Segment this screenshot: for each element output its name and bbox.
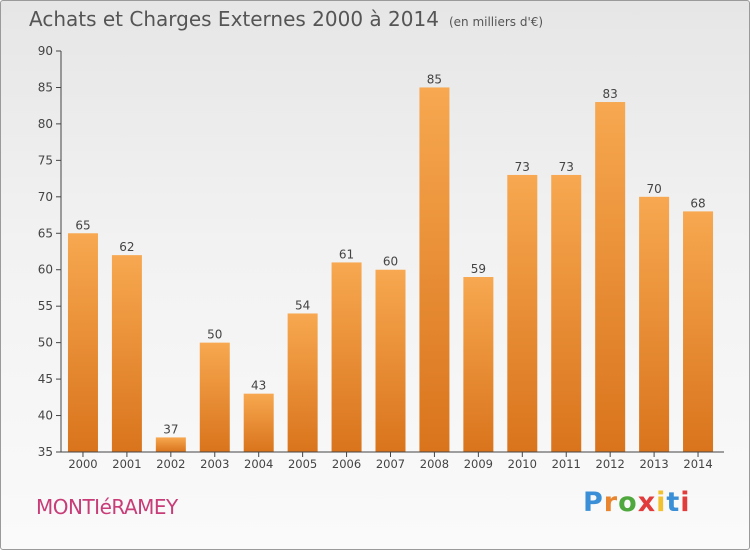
- bar: [507, 174, 538, 453]
- x-tick-label: 2008: [420, 457, 449, 471]
- bar: [419, 87, 450, 453]
- y-tick-label: 45: [38, 372, 53, 386]
- bar: [331, 262, 362, 452]
- bar: [463, 277, 494, 452]
- data-label: 37: [163, 422, 178, 436]
- y-tick-label: 50: [38, 336, 53, 350]
- bar: [287, 313, 318, 452]
- data-label: 62: [119, 240, 134, 254]
- y-tick-label: 70: [38, 190, 53, 204]
- chart-title-text: Achats et Charges Externes 2000 à 2014: [29, 7, 439, 31]
- data-label: 54: [295, 298, 310, 312]
- x-tick-label: 2000: [68, 457, 97, 471]
- x-tick-label: 2012: [596, 457, 625, 471]
- y-tick-label: 60: [38, 263, 53, 277]
- x-tick-label: 2001: [112, 457, 141, 471]
- logo-letter: i: [680, 487, 691, 518]
- logo-letter: o: [618, 487, 638, 518]
- bar: [551, 174, 582, 453]
- bar: [199, 342, 230, 452]
- data-label: 73: [559, 160, 574, 174]
- bar: [155, 437, 186, 452]
- bar: [243, 393, 274, 452]
- x-tick-label: 2004: [244, 457, 273, 471]
- x-tick-label: 2003: [200, 457, 229, 471]
- data-label: 43: [251, 379, 266, 393]
- x-tick-label: 2002: [156, 457, 185, 471]
- data-label: 70: [646, 182, 661, 196]
- data-label: 60: [383, 255, 398, 269]
- town-name: MONTIéRAMEY: [36, 495, 178, 519]
- bar: [683, 211, 714, 452]
- x-axis: 2000 2001 2002 2003 2004 2005 2006 2007 2008 2009…: [61, 451, 724, 471]
- data-label: 85: [427, 72, 442, 86]
- x-tick-label: 2007: [376, 457, 405, 471]
- logo-letter: i: [656, 487, 667, 518]
- data-label: 83: [603, 87, 618, 101]
- logo-letter: r: [603, 487, 619, 518]
- logo-letter: x: [637, 487, 657, 518]
- y-tick-label: 35: [38, 445, 53, 459]
- bar: [375, 269, 406, 452]
- x-tick-label: 2005: [288, 457, 317, 471]
- x-tick-label: 2013: [639, 457, 668, 471]
- logo-letter: t: [666, 487, 681, 518]
- y-tick-label: 85: [38, 80, 53, 94]
- data-label: 59: [471, 262, 486, 276]
- x-tick-label: 2009: [464, 457, 493, 471]
- bar: [67, 233, 98, 452]
- data-label: 65: [75, 218, 90, 232]
- x-tick-label: 2010: [508, 457, 537, 471]
- logo-letter: P: [583, 487, 604, 518]
- y-tick-label: 80: [38, 117, 53, 131]
- chart-title: Achats et Charges Externes 2000 à 2014 (e…: [29, 7, 543, 31]
- proxiti-logo[interactable]: Proxiti: [583, 487, 691, 518]
- y-axis: 35 40 45 50 55 60 65 70 75 80 85 90: [38, 44, 62, 459]
- data-label: 50: [207, 328, 222, 342]
- x-tick-label: 2014: [683, 457, 712, 471]
- y-tick-label: 55: [38, 299, 53, 313]
- y-tick-label: 90: [38, 44, 53, 58]
- data-label: 73: [515, 160, 530, 174]
- data-label: 68: [690, 196, 705, 210]
- x-tick-label: 2011: [552, 457, 581, 471]
- bar: [111, 255, 142, 452]
- bar: [595, 102, 626, 452]
- data-label: 61: [339, 247, 354, 261]
- y-tick-label: 40: [38, 409, 53, 423]
- chart-subtitle: (en milliers d'€): [448, 15, 544, 29]
- bars-group: 65 62 37 50 43 54 61 60 85 59 73 73 83 70 68: [67, 72, 714, 453]
- y-tick-label: 75: [38, 153, 53, 167]
- x-tick-label: 2006: [332, 457, 361, 471]
- y-tick-label: 65: [38, 226, 53, 240]
- bar: [639, 196, 670, 452]
